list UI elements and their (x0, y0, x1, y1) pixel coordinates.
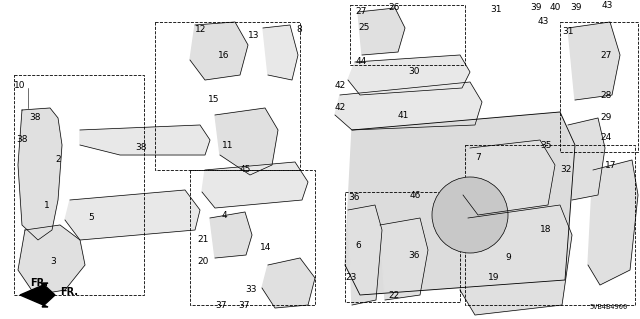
Polygon shape (210, 212, 252, 258)
Text: 18: 18 (540, 226, 552, 234)
Text: 40: 40 (550, 4, 561, 12)
Polygon shape (65, 190, 200, 240)
Text: 14: 14 (260, 243, 271, 253)
Bar (560, 22, 638, 152)
Text: 39: 39 (570, 4, 582, 12)
Circle shape (432, 177, 508, 253)
Text: 38: 38 (16, 136, 28, 145)
Polygon shape (345, 112, 575, 295)
Text: 45: 45 (240, 166, 252, 174)
Text: 33: 33 (245, 286, 257, 294)
Bar (155, 22, 300, 170)
Polygon shape (262, 258, 315, 308)
Text: 31: 31 (490, 5, 502, 14)
Text: 46: 46 (410, 190, 421, 199)
Text: 38: 38 (135, 144, 147, 152)
Text: 42: 42 (335, 80, 346, 90)
Text: 37: 37 (215, 300, 227, 309)
Polygon shape (215, 108, 278, 175)
Text: 11: 11 (222, 140, 234, 150)
Bar (14, 75, 144, 295)
Text: 23: 23 (345, 273, 356, 283)
Text: 24: 24 (600, 133, 611, 143)
Text: 17: 17 (605, 160, 616, 169)
Text: 29: 29 (600, 114, 611, 122)
Text: FR.: FR. (60, 287, 78, 297)
Text: 27: 27 (355, 8, 366, 17)
Polygon shape (348, 205, 382, 305)
Polygon shape (190, 22, 248, 80)
Text: 10: 10 (14, 80, 26, 90)
Text: 7: 7 (475, 153, 481, 162)
Bar (465, 145, 635, 305)
Text: 27: 27 (600, 50, 611, 60)
Text: 30: 30 (408, 68, 419, 77)
Text: 16: 16 (218, 50, 230, 60)
Polygon shape (263, 25, 298, 80)
Polygon shape (460, 205, 572, 315)
Polygon shape (568, 118, 605, 200)
Polygon shape (18, 225, 85, 295)
Text: 31: 31 (562, 27, 573, 36)
Text: 13: 13 (248, 31, 259, 40)
Text: FR.: FR. (30, 278, 48, 288)
Text: 21: 21 (197, 235, 209, 244)
Text: 20: 20 (197, 257, 209, 266)
Polygon shape (380, 218, 428, 300)
Bar (190, 170, 315, 305)
Text: 36: 36 (408, 250, 419, 259)
Text: 6: 6 (355, 241, 361, 249)
Text: 8: 8 (296, 26, 301, 34)
Text: 19: 19 (488, 273, 499, 283)
Text: 32: 32 (560, 166, 572, 174)
Text: 26: 26 (388, 4, 399, 12)
Polygon shape (463, 140, 555, 215)
Text: 5VB4B4900: 5VB4B4900 (589, 304, 628, 310)
Polygon shape (568, 22, 620, 100)
Text: 5: 5 (88, 213, 93, 222)
Text: 43: 43 (602, 1, 613, 10)
Text: 42: 42 (335, 103, 346, 113)
Text: 9: 9 (505, 254, 511, 263)
Text: 2: 2 (55, 155, 61, 165)
Text: 4: 4 (222, 211, 228, 219)
Text: 43: 43 (538, 18, 549, 26)
Polygon shape (348, 55, 470, 95)
Text: 37: 37 (238, 300, 250, 309)
Polygon shape (202, 162, 308, 208)
Text: 22: 22 (388, 291, 399, 300)
Text: 36: 36 (348, 194, 360, 203)
Polygon shape (18, 108, 62, 240)
Polygon shape (588, 160, 638, 285)
Text: 35: 35 (540, 140, 552, 150)
Text: 25: 25 (358, 24, 369, 33)
Text: 28: 28 (600, 91, 611, 100)
Bar (350, 5, 465, 65)
Text: 12: 12 (195, 26, 206, 34)
Polygon shape (20, 283, 55, 307)
Text: 1: 1 (44, 201, 50, 210)
Text: 44: 44 (356, 57, 367, 66)
Polygon shape (80, 125, 210, 155)
Text: 41: 41 (398, 110, 410, 120)
Polygon shape (335, 82, 482, 130)
Text: 38: 38 (29, 114, 40, 122)
Bar (345, 192, 460, 302)
Polygon shape (358, 8, 405, 55)
Text: 15: 15 (208, 95, 220, 105)
Text: 39: 39 (530, 4, 541, 12)
Text: 3: 3 (50, 257, 56, 266)
